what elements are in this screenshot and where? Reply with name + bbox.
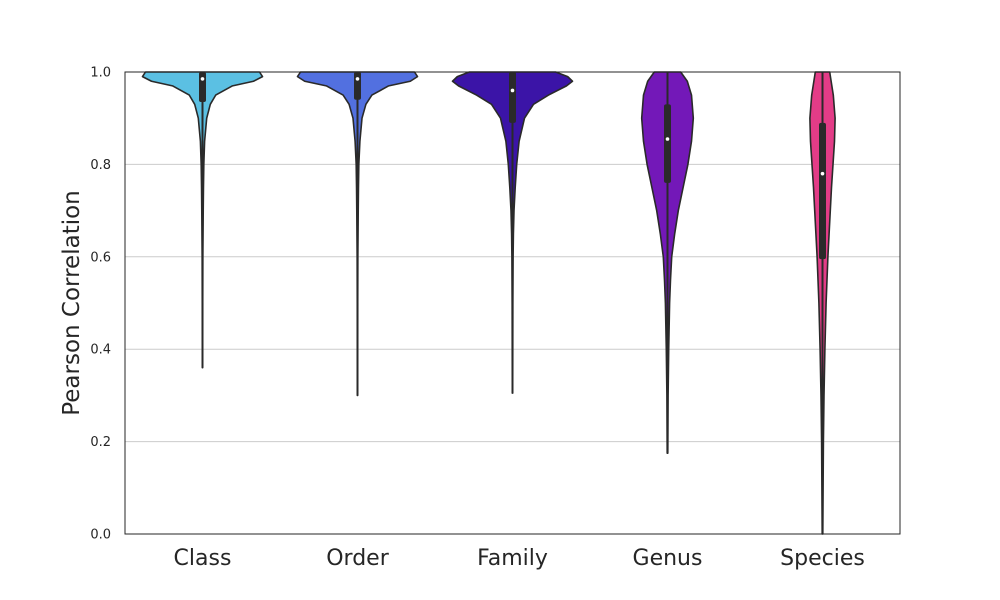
x-category-label: Genus (633, 546, 703, 571)
violin-median-point (820, 171, 825, 176)
violin-iqr-box (664, 104, 671, 183)
y-tick-label: 1.0 (90, 66, 111, 81)
violin-iqr-box (819, 122, 826, 260)
violin-median-point (200, 77, 205, 81)
violin-iqr-box (509, 72, 516, 123)
violin-median-point (355, 77, 360, 81)
y-axis-title: Pearson Correlation (59, 190, 85, 416)
x-category-label: Order (326, 546, 389, 571)
y-tick-label: 0.4 (90, 343, 111, 358)
violin-iqr-box (199, 72, 206, 103)
violin-median-point (510, 88, 515, 93)
plot-frame (124, 71, 901, 535)
violin-median-point (665, 137, 670, 141)
x-category-labels: Class Order Family Genus Species (174, 546, 865, 571)
y-tick-labels: 0.0 0.2 0.4 0.6 0.8 1.0 (90, 66, 111, 543)
violins (141, 71, 836, 535)
y-tick-label: 0.2 (90, 435, 111, 450)
x-category-label: Class (174, 546, 232, 571)
violin-iqr-box (354, 72, 361, 100)
y-tick-label: 0.6 (90, 250, 111, 265)
x-category-label: Species (780, 546, 865, 571)
y-tick-label: 0.0 (90, 528, 111, 543)
x-category-label: Family (477, 546, 548, 571)
y-tick-label: 0.8 (90, 158, 111, 173)
